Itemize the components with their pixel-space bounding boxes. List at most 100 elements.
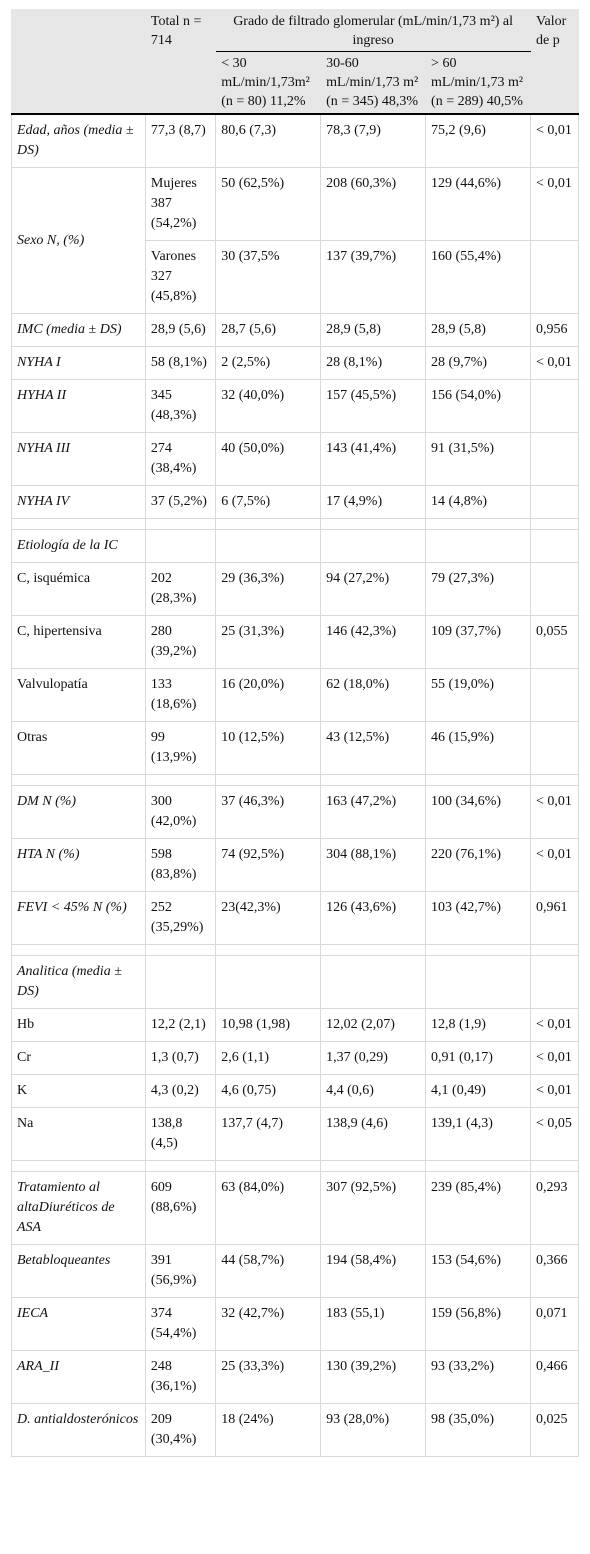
cell-total: 28,9 (5,6): [144, 313, 217, 347]
table-row: DM N (%) 300 (42,0%) 37 (46,3%) 163 (47,…: [11, 785, 580, 839]
cell-gt60: 46 (15,9%): [425, 721, 531, 775]
cell-lt30: 50 (62,5%): [215, 167, 322, 241]
cell-gt60: 28 (9,7%): [425, 346, 531, 380]
cell-gt60: 98 (35,0%): [425, 1403, 531, 1457]
table-row: IMC (media ± DS) 28,9 (5,6) 28,7 (5,6) 2…: [11, 313, 580, 347]
row-label: Hb: [11, 1008, 146, 1042]
cell-30-60: 43 (12,5%): [320, 721, 427, 775]
row-label: C, hipertensiva: [11, 615, 146, 669]
row-label: NYHA I: [11, 346, 146, 380]
cell-p: < 0,01: [529, 167, 580, 241]
table-row: Cr 1,3 (0,7) 2,6 (1,1) 1,37 (0,29) 0,91 …: [11, 1041, 580, 1075]
cell-gt60: 55 (19,0%): [425, 668, 531, 722]
cell-30-60: 146 (42,3%): [320, 615, 427, 669]
cell-lt30: 32 (40,0%): [215, 379, 322, 433]
cell-total: Mujeres 387 (54,2%): [144, 167, 217, 241]
row-label: Edad, años (media ± DS): [11, 113, 146, 168]
table-row: NYHA I 58 (8,1%) 2 (2,5%) 28 (8,1%) 28 (…: [11, 346, 580, 380]
table-row: Otras 99 (13,9%) 10 (12,5%) 43 (12,5%) 4…: [11, 721, 580, 775]
cell-total: 1,3 (0,7): [144, 1041, 217, 1075]
cell-lt30: 2,6 (1,1): [215, 1041, 322, 1075]
cell-total: 609 (88,6%): [144, 1171, 217, 1245]
cell-p: 0,293: [529, 1171, 580, 1245]
cell-gt60: 129 (44,6%): [425, 167, 531, 241]
row-label: IMC (media ± DS): [11, 313, 146, 347]
cell-p: 0,961: [529, 891, 580, 945]
table-row: NYHA III 274 (38,4%) 40 (50,0%) 143 (41,…: [11, 432, 580, 486]
section-row-analitica: Analitica (media ± DS): [11, 955, 580, 1009]
table-row: Betabloqueantes 391 (56,9%) 44 (58,7%) 1…: [11, 1244, 580, 1298]
cell-p: [529, 485, 580, 519]
cell-30-60: 1,37 (0,29): [320, 1041, 427, 1075]
cell-30-60: 138,9 (4,6): [320, 1107, 427, 1161]
cell-gt60: 79 (27,3%): [425, 562, 531, 616]
table-row: HYHA II 345 (48,3%) 32 (40,0%) 157 (45,5…: [11, 379, 580, 433]
table-row: IECA 374 (54,4%) 32 (42,7%) 183 (55,1) 1…: [11, 1297, 580, 1351]
cell-p: [529, 562, 580, 616]
cell-30-60: 62 (18,0%): [320, 668, 427, 722]
row-label: DM N (%): [11, 785, 146, 839]
cell-lt30: 6 (7,5%): [215, 485, 322, 519]
cell-total: 345 (48,3%): [144, 379, 217, 433]
cell-30-60: 126 (43,6%): [320, 891, 427, 945]
cell-p: 0,466: [529, 1350, 580, 1404]
cell-gt60: 4,1 (0,49): [425, 1074, 531, 1108]
header-p-value: Valor de p: [529, 9, 580, 115]
cell-total: 209 (30,4%): [144, 1403, 217, 1457]
cell-gt60: 153 (54,6%): [425, 1244, 531, 1298]
cell-30-60: 307 (92,5%): [320, 1171, 427, 1245]
cell-p: < 0,01: [529, 1041, 580, 1075]
cell-total: 12,2 (2,1): [144, 1008, 217, 1042]
row-label: D. antialdosterónicos: [11, 1403, 146, 1457]
table-row: Na 138,8 (4,5) 137,7 (4,7) 138,9 (4,6) 1…: [11, 1107, 580, 1161]
row-label: NYHA III: [11, 432, 146, 486]
cell-30-60: 163 (47,2%): [320, 785, 427, 839]
table-row: ARA_II 248 (36,1%) 25 (33,3%) 130 (39,2%…: [11, 1350, 580, 1404]
row-label: HYHA II: [11, 379, 146, 433]
cell-p: < 0,01: [529, 1074, 580, 1108]
spacer-row: [11, 774, 580, 786]
cell-30-60: 94 (27,2%): [320, 562, 427, 616]
cell-p: < 0,01: [529, 838, 580, 892]
cell-lt30: 10 (12,5%): [215, 721, 322, 775]
cell-lt30: 28,7 (5,6): [215, 313, 322, 347]
cell-30-60: 143 (41,4%): [320, 432, 427, 486]
table-row: Varones 327 (45,8%) 30 (37,5% 137 (39,7%…: [12, 240, 580, 314]
cell-gt60: 14 (4,8%): [425, 485, 531, 519]
table-row: HTA N (%) 598 (83,8%) 74 (92,5%) 304 (88…: [11, 838, 580, 892]
row-label: Cr: [11, 1041, 146, 1075]
cell-total: 248 (36,1%): [144, 1350, 217, 1404]
table-row: Sexo N, (%) Mujeres 387 (54,2%) 50 (62,5…: [11, 167, 580, 314]
cell-p: < 0,01: [529, 346, 580, 380]
cell-30-60: 28 (8,1%): [320, 346, 427, 380]
table-row: K 4,3 (0,2) 4,6 (0,75) 4,4 (0,6) 4,1 (0,…: [11, 1074, 580, 1108]
cell-total: 300 (42,0%): [144, 785, 217, 839]
cell-lt30: 40 (50,0%): [215, 432, 322, 486]
cell-p: 0,055: [529, 615, 580, 669]
cell-total: 133 (18,6%): [144, 668, 217, 722]
cell-gt60: 156 (54,0%): [425, 379, 531, 433]
cell-p: [529, 379, 580, 433]
cell-lt30: 74 (92,5%): [215, 838, 322, 892]
cell-30-60: 130 (39,2%): [320, 1350, 427, 1404]
table-row: Tratamiento al altaDiuréticos de ASA 609…: [11, 1171, 580, 1245]
cell-total: 252 (35,29%): [144, 891, 217, 945]
cell-30-60: 93 (28,0%): [320, 1403, 427, 1457]
cell-gt60: 160 (55,4%): [425, 240, 531, 314]
cell-total: 58 (8,1%): [144, 346, 217, 380]
table-row: NYHA IV 37 (5,2%) 6 (7,5%) 17 (4,9%) 14 …: [11, 485, 580, 519]
cell-lt30: 32 (42,7%): [215, 1297, 322, 1351]
row-label: Tratamiento al altaDiuréticos de ASA: [11, 1171, 146, 1245]
cell-30-60: 157 (45,5%): [320, 379, 427, 433]
cell-lt30: 2 (2,5%): [215, 346, 322, 380]
table-row: FEVI < 45% N (%) 252 (35,29%) 23(42,3%) …: [11, 891, 580, 945]
cell-gt60: 12,8 (1,9): [425, 1008, 531, 1042]
header-sub-lt30: < 30 mL/min/1,73m² (n = 80) 11,2%: [215, 51, 322, 115]
cell-total: 280 (39,2%): [144, 615, 217, 669]
cell-total: 274 (38,4%): [144, 432, 217, 486]
cell-lt30: 10,98 (1,98): [215, 1008, 322, 1042]
spacer-row: [11, 944, 580, 956]
cell-lt30: 29 (36,3%): [215, 562, 322, 616]
cell-30-60: 78,3 (7,9): [320, 113, 427, 168]
cell-lt30: 137,7 (4,7): [215, 1107, 322, 1161]
